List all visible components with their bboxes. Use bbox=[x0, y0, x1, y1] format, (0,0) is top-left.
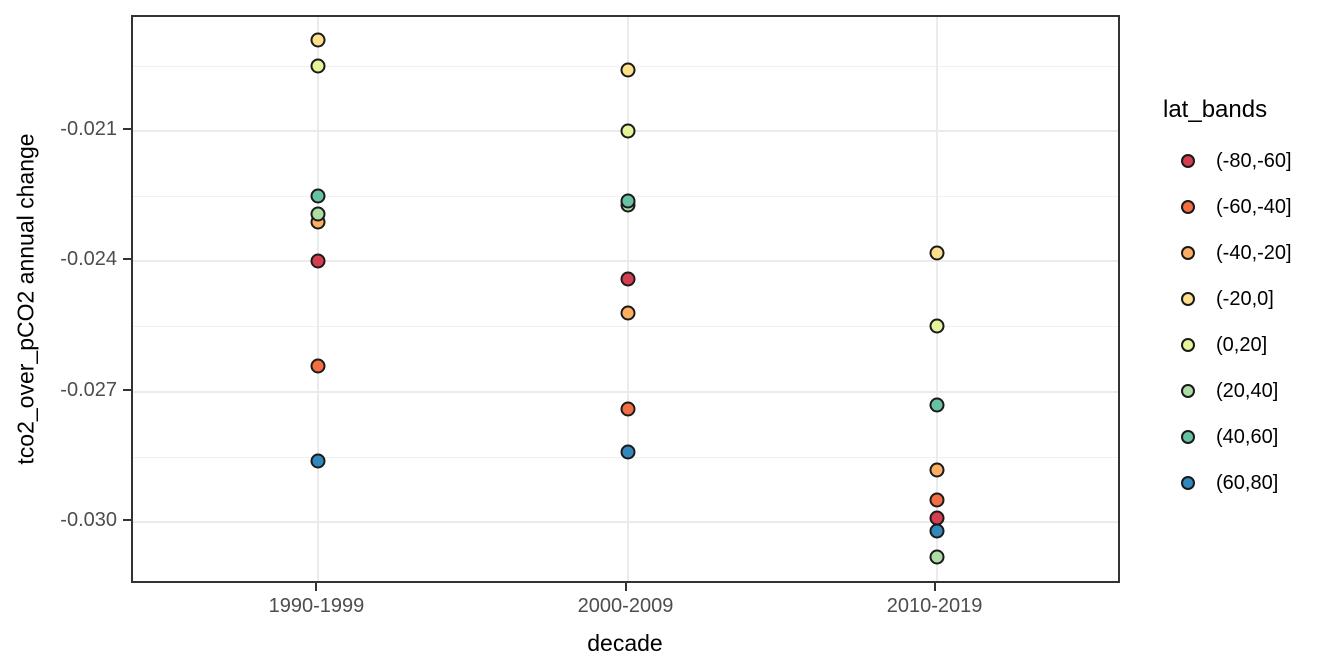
legend-key-dot bbox=[1181, 246, 1195, 260]
x-tick-label: 1990-1999 bbox=[268, 595, 365, 617]
legend-item: (0,20] bbox=[1163, 322, 1292, 368]
data-point bbox=[310, 206, 326, 222]
data-point bbox=[620, 305, 635, 321]
legend-item: (40,60] bbox=[1163, 414, 1292, 460]
legend-item-label: (-60,-40] bbox=[1216, 195, 1292, 218]
x-gridline bbox=[317, 17, 320, 581]
legend-item: (20,40] bbox=[1163, 368, 1292, 414]
x-axis-tick bbox=[315, 583, 318, 591]
x-axis-tick bbox=[933, 583, 936, 591]
data-point bbox=[310, 358, 326, 374]
data-point bbox=[620, 271, 635, 287]
legend-item-label: (0,20] bbox=[1216, 333, 1268, 356]
legend-item-label: (20,40] bbox=[1216, 379, 1279, 402]
y-axis-title: tco2_over_pCO2 annual change bbox=[12, 133, 39, 465]
data-point bbox=[929, 462, 945, 478]
legend-key-dot bbox=[1181, 200, 1195, 214]
data-point bbox=[620, 401, 635, 417]
data-point bbox=[310, 32, 326, 48]
data-point bbox=[620, 444, 635, 460]
y-tick-label: -0.024 bbox=[60, 248, 117, 271]
data-point bbox=[929, 492, 945, 508]
legend-title: lat_bands bbox=[1163, 96, 1268, 123]
y-axis-tick bbox=[123, 518, 131, 521]
legend-key-dot bbox=[1181, 384, 1195, 398]
legend-items: (-80,-60] (-60,-40] (-40,-20] (-20,0] (0,20]… bbox=[1163, 138, 1292, 506]
data-point bbox=[310, 58, 326, 74]
plot-panel bbox=[131, 15, 1120, 583]
legend-key-dot bbox=[1181, 338, 1195, 352]
y-tick-label: -0.030 bbox=[60, 508, 117, 531]
y-gridline-major bbox=[133, 520, 1118, 523]
legend-item-label: (60,80] bbox=[1216, 471, 1279, 494]
legend-item-label: (-80,-60] bbox=[1216, 149, 1292, 172]
legend-item: (-40,-20] bbox=[1163, 230, 1292, 276]
legend-item: (-60,-40] bbox=[1163, 184, 1292, 230]
legend-item-label: (40,60] bbox=[1216, 425, 1279, 448]
x-gridline bbox=[935, 17, 938, 581]
x-tick-label: 2010-2019 bbox=[886, 595, 983, 617]
data-point bbox=[929, 549, 945, 565]
data-point bbox=[929, 245, 945, 261]
x-tick-label: 2000-2009 bbox=[577, 595, 674, 617]
data-point bbox=[929, 397, 945, 413]
data-point bbox=[310, 453, 326, 469]
legend-item: (-80,-60] bbox=[1163, 138, 1292, 184]
legend-key-dot bbox=[1181, 292, 1195, 306]
data-point bbox=[310, 188, 326, 204]
y-gridline-major bbox=[133, 260, 1118, 263]
y-axis-tick bbox=[123, 258, 131, 261]
y-gridline-minor bbox=[133, 326, 1118, 328]
legend-item-label: (-40,-20] bbox=[1216, 241, 1292, 264]
legend-key-dot bbox=[1181, 476, 1195, 490]
x-gridline bbox=[626, 17, 629, 581]
y-tick-label: -0.021 bbox=[60, 118, 117, 140]
legend-key-dot bbox=[1181, 154, 1195, 168]
y-tick-label: -0.027 bbox=[60, 378, 117, 401]
data-point bbox=[310, 253, 326, 269]
data-point bbox=[620, 193, 635, 208]
legend-key-dot bbox=[1181, 430, 1195, 444]
legend-item: (60,80] bbox=[1163, 460, 1292, 506]
data-point bbox=[929, 318, 945, 334]
data-point bbox=[929, 523, 945, 539]
y-axis-tick bbox=[123, 128, 131, 130]
x-axis-title: decade bbox=[587, 630, 663, 656]
data-point bbox=[620, 62, 635, 78]
legend-item-label: (-20,0] bbox=[1216, 287, 1274, 310]
y-axis-tick bbox=[123, 388, 131, 391]
data-point bbox=[620, 123, 635, 139]
legend-item: (-20,0] bbox=[1163, 276, 1292, 322]
x-axis-tick bbox=[624, 583, 627, 591]
y-gridline-major bbox=[133, 390, 1118, 393]
legend: lat_bands (-80,-60] (-60,-40] (-40,-20] (-2… bbox=[1163, 96, 1292, 506]
